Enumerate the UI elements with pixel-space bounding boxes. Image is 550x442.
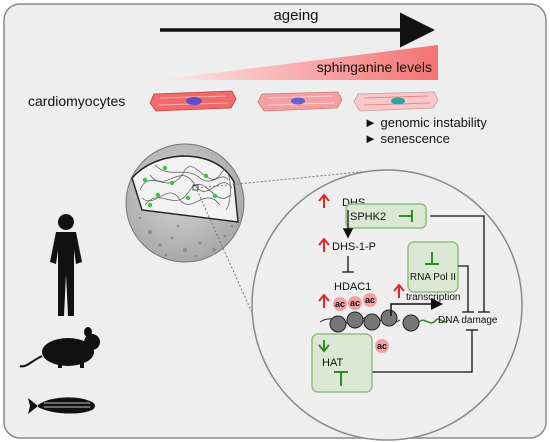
- cardiomyocyte-middle: [257, 91, 343, 112]
- cardiomyocyte-old: [353, 91, 439, 112]
- transcription-label: transcription: [406, 292, 460, 303]
- ac-badge-3: ac: [363, 293, 377, 307]
- hat-label: HAT: [322, 357, 343, 369]
- human-silhouette-icon: [50, 214, 82, 316]
- hdac1-label: HDAC1: [334, 281, 371, 293]
- cardiomyocytes-label: cardiomyocytes: [28, 93, 125, 109]
- outcome-senescence: ► senescence: [364, 131, 450, 146]
- outcome-genomic-instability: ► genomic instability: [364, 115, 487, 130]
- sphk2-label: SPHK2: [350, 211, 386, 223]
- ac-badge-4: ac: [375, 339, 389, 353]
- nucleosomes: [319, 309, 449, 333]
- ac-badge-2: ac: [348, 296, 362, 310]
- ac-badge-1: ac: [333, 297, 347, 311]
- hat-down-arrow-icon: [318, 340, 330, 353]
- zebrafish-silhouette-icon: [28, 397, 95, 414]
- cardiomyocyte-young: [149, 90, 237, 112]
- dhs-up-arrow-icon: [318, 193, 330, 208]
- svg-text:ac: ac: [335, 299, 345, 309]
- svg-text:ac: ac: [350, 298, 360, 308]
- sphk2-inhibit-icon: [399, 210, 413, 222]
- ageing-label: ageing: [273, 7, 318, 24]
- nucleus-sphere: [125, 143, 245, 263]
- sphinganine-label: sphinganine levels: [317, 59, 432, 75]
- svg-text:ac: ac: [365, 295, 375, 305]
- dhs1p-label: DHS-1-P: [332, 241, 376, 253]
- rnapol2-box: [407, 241, 459, 293]
- mouse-silhouette-icon: [19, 327, 100, 368]
- ac-up-arrow-icon: [318, 293, 330, 308]
- transcription-up-arrow-icon: [393, 283, 405, 298]
- dhs1p-up-arrow-icon: [318, 237, 330, 252]
- dna-damage-label: DNA damage: [438, 315, 498, 326]
- sphk2-box: [345, 203, 427, 229]
- hat-inhibit-icon: [334, 371, 348, 386]
- rnapol2-inhibit-icon: [425, 252, 439, 265]
- rnapol2-label: RNA Pol II: [410, 272, 456, 283]
- sphinganine-gradient: [158, 45, 438, 80]
- svg-text:ac: ac: [377, 341, 387, 351]
